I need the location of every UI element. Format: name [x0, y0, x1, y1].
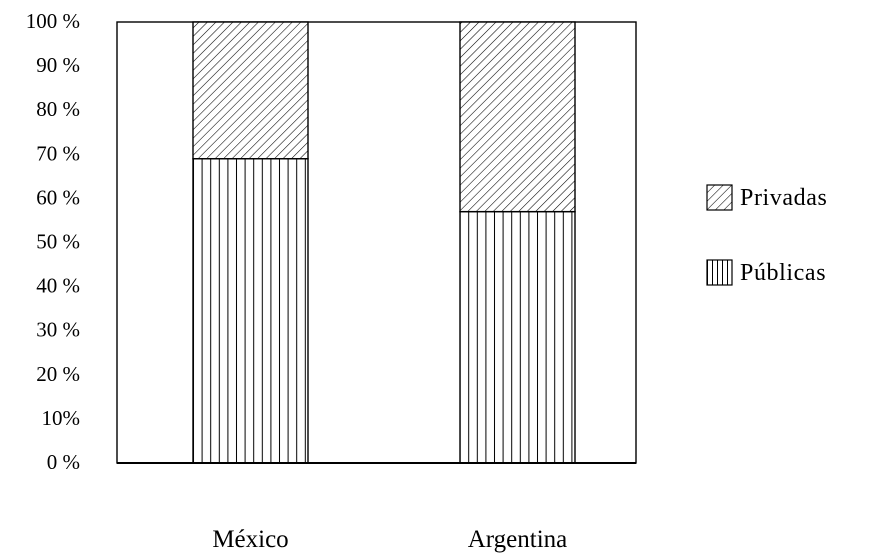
y-tick-label: 80 %	[36, 97, 80, 121]
y-tick-label: 60 %	[36, 185, 80, 209]
x-category-label: México	[212, 526, 288, 553]
y-axis-ticks: 0 % 10% 20 % 30 % 40 % 50 % 60 % 70 % 80 % 90 % 10…	[26, 9, 80, 474]
y-tick-label: 30 %	[36, 318, 80, 342]
bar-segment-vertical-lines	[192, 158, 309, 464]
y-tick-label: 50 %	[36, 230, 80, 254]
legend: Privadas Públicas	[706, 184, 827, 286]
y-tick-label: 20 %	[36, 362, 80, 386]
y-tick-label: 40 %	[36, 274, 80, 298]
legend-label: Privadas	[740, 185, 827, 211]
x-category-label: Argentina	[468, 526, 568, 553]
bar-segment-vertical-lines	[459, 210, 576, 464]
y-tick-label: 90 %	[36, 53, 80, 77]
y-tick-label: 100 %	[26, 9, 80, 33]
legend-label: Públicas	[740, 260, 826, 286]
bars-layer	[117, 21, 636, 464]
bar-segment-diagonal-hatch	[459, 21, 576, 213]
legend-swatch-diagonal-hatch	[706, 184, 733, 211]
bar-segment-diagonal-hatch	[192, 21, 309, 160]
x-axis-labels: México Argentina	[212, 526, 567, 553]
y-tick-label: 10%	[42, 406, 81, 430]
y-tick-label: 70 %	[36, 141, 80, 165]
legend-swatch-vertical-lines	[706, 259, 733, 286]
y-tick-label: 0 %	[47, 450, 80, 474]
